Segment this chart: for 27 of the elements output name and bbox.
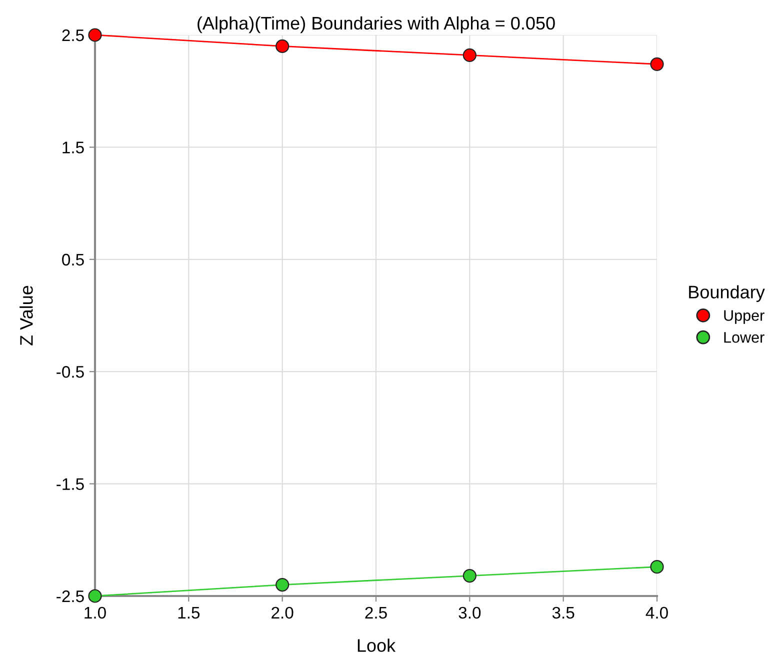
point — [88, 589, 102, 603]
y-tick-label: -2.5 — [56, 590, 84, 602]
x-tick-label: 2.5 — [365, 606, 387, 619]
y-tick-label: 0.5 — [62, 254, 84, 266]
chart-title: (Alpha)(Time) Boundaries with Alpha = 0.050 — [198, 16, 555, 34]
legend-label: Upper — [724, 310, 764, 324]
y-axis-title: Z Value — [20, 286, 33, 346]
x-tick-label: 4.0 — [646, 606, 668, 619]
point — [276, 39, 290, 54]
x-tick-label: 1.5 — [178, 607, 200, 619]
point — [88, 28, 102, 42]
legend-label: Lower — [724, 332, 764, 343]
y-tick-label: -0.5 — [56, 366, 84, 378]
point — [650, 57, 664, 71]
point — [462, 48, 476, 62]
point — [276, 578, 290, 592]
point — [462, 569, 476, 583]
y-tick-label: 1.5 — [62, 142, 84, 154]
legend-title: Boundary — [689, 285, 765, 302]
x-tick-label: 2.0 — [272, 606, 294, 619]
y-tick-label: -1.5 — [56, 478, 84, 490]
x-tick-label: 3.5 — [552, 606, 574, 619]
point — [650, 560, 664, 574]
x-tick-label: 3.0 — [458, 606, 481, 619]
y-tick-label: 2.5 — [62, 29, 84, 42]
x-tick-label: 1.0 — [84, 606, 106, 619]
x-axis-title: Look — [358, 638, 396, 652]
